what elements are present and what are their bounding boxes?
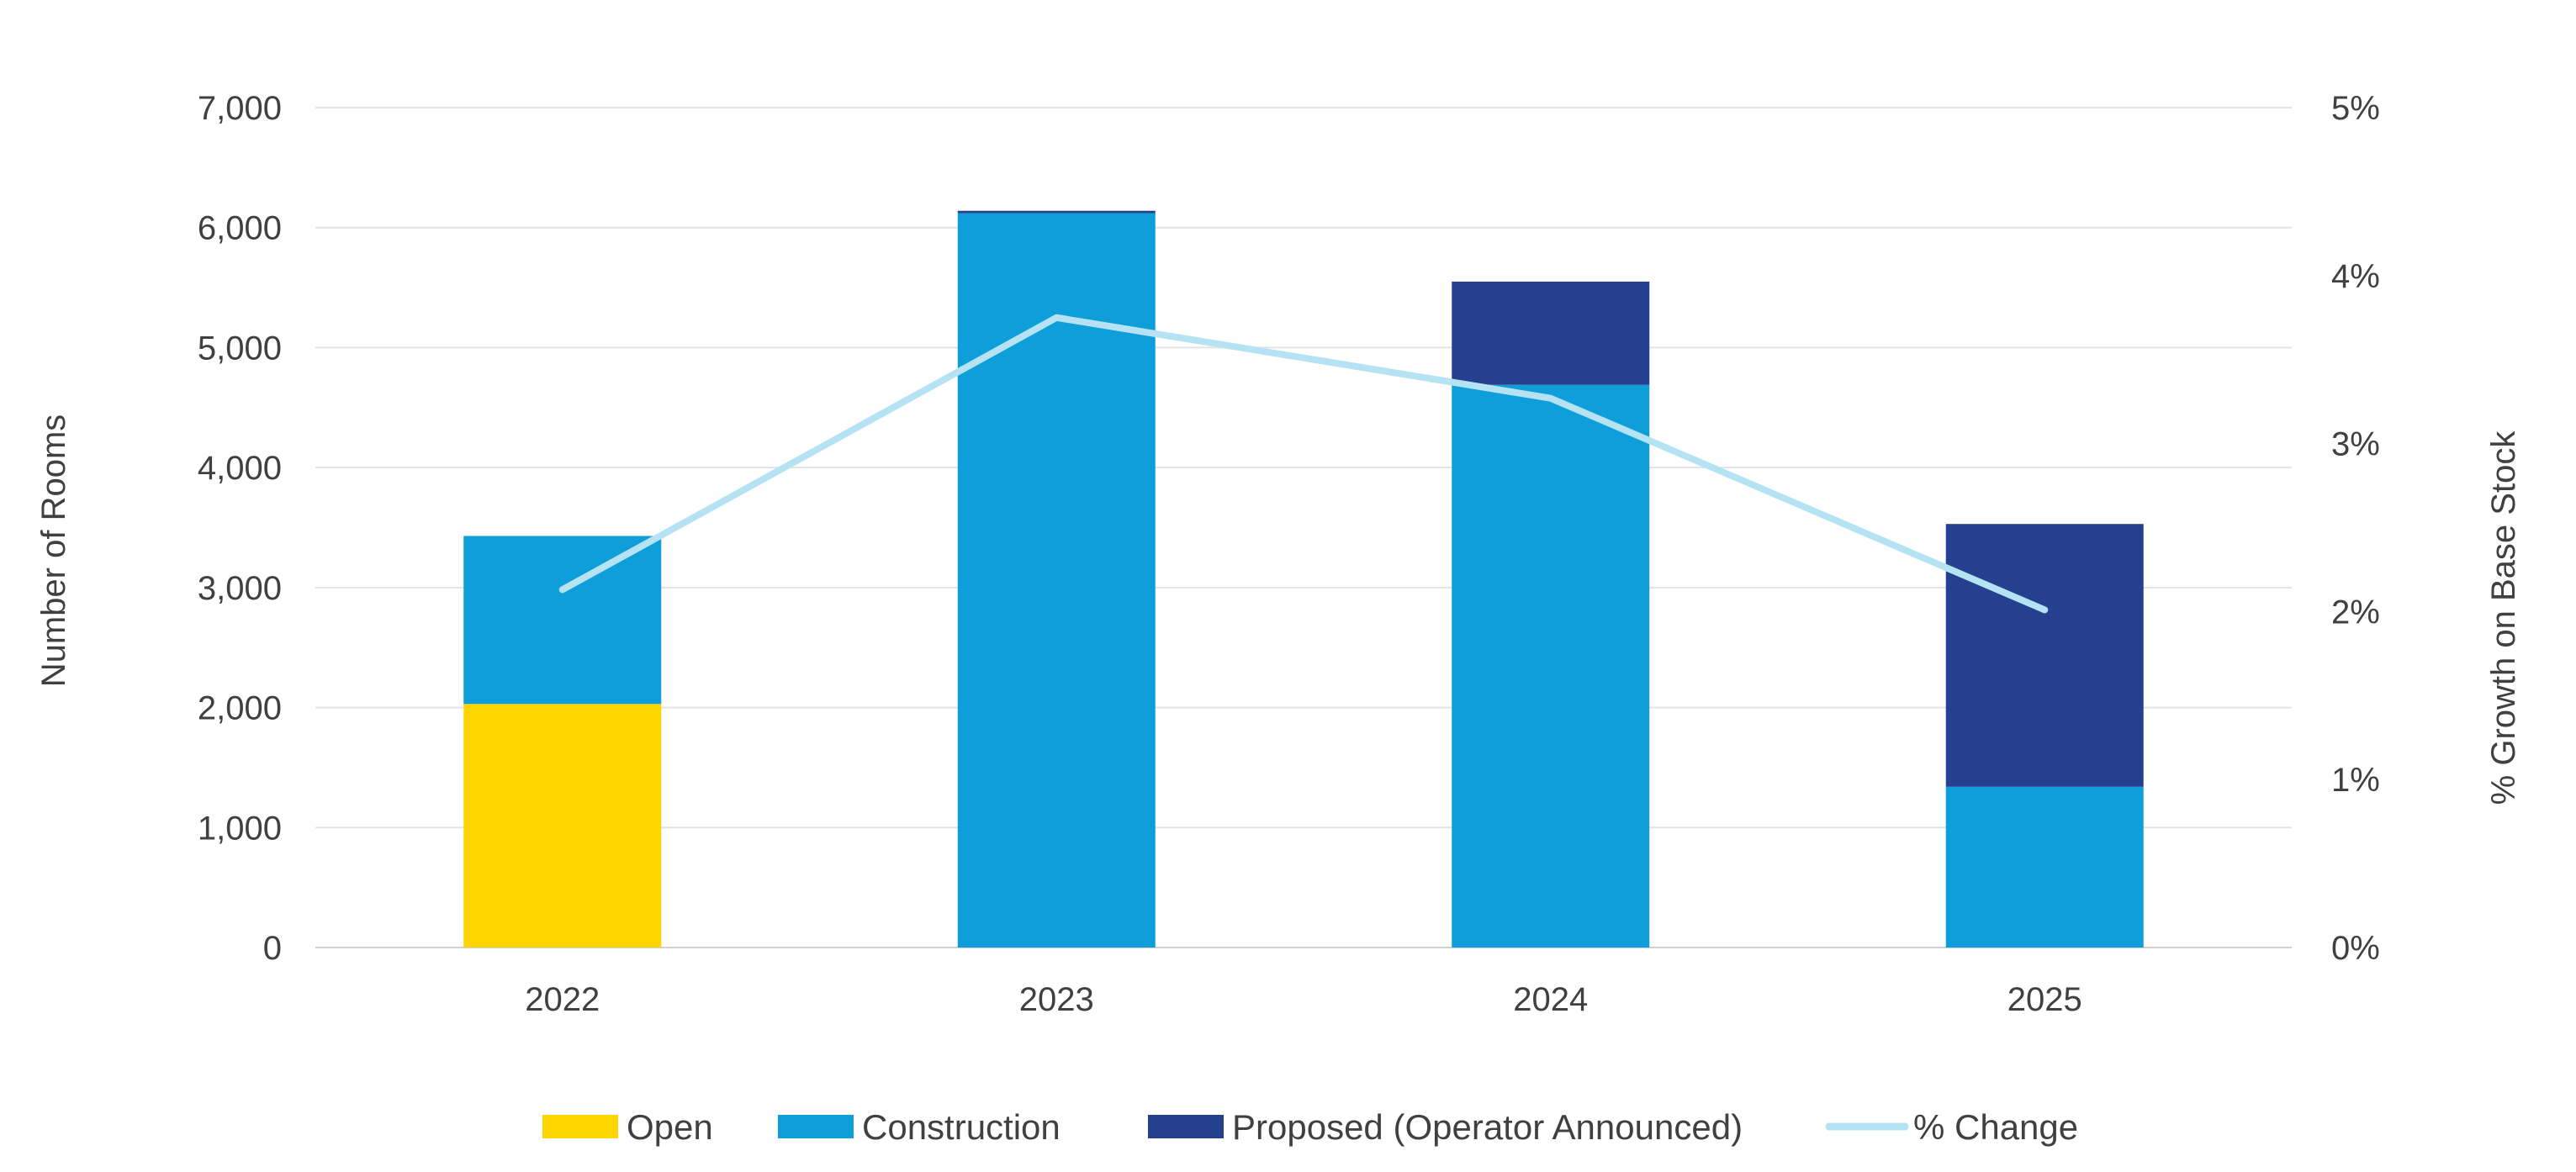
legend-swatch-construction (778, 1115, 854, 1138)
y2-tick-label: 4% (2331, 258, 2380, 295)
y2-tick-label: 5% (2331, 90, 2380, 127)
y2-tick-label: 3% (2331, 426, 2380, 463)
y-tick-label: 4,000 (198, 450, 282, 487)
y2-tick-label: 0% (2331, 930, 2380, 967)
x-tick-label: 2023 (1019, 981, 1094, 1018)
y-tick-label: 1,000 (198, 810, 282, 847)
legend-label-open: Open (627, 1107, 713, 1147)
y-tick-label: 0 (263, 930, 282, 967)
y-tick-label: 5,000 (198, 330, 282, 367)
y-axis-title: Number of Rooms (35, 414, 72, 688)
bar-proposed-operator-announced-2025 (1945, 524, 2144, 787)
bar-construction-2025 (1945, 786, 2144, 948)
x-tick-label: 2024 (1513, 981, 1588, 1018)
line-series (558, 314, 2049, 614)
y-tick-label: 3,000 (198, 570, 282, 607)
bar-proposed-operator-announced-2023 (957, 210, 1156, 214)
bar-construction-2024 (1452, 384, 1650, 948)
x-axis-ticks: 2022 2023 2024 2025 (525, 981, 2081, 1018)
left-axis-ticks: 0 1,000 2,000 3,000 4,000 5,000 6,000 7,000 (198, 90, 282, 967)
y-tick-label: 7,000 (198, 90, 282, 127)
line-point (1055, 316, 1058, 319)
bar-open-2022 (463, 704, 662, 948)
legend: Open Construction Proposed (Operator Annou… (542, 1107, 2078, 1147)
x-tick-label: 2025 (2007, 981, 2082, 1018)
legend-swatch-open (542, 1115, 618, 1138)
y2-tick-label: 2% (2331, 594, 2380, 631)
line-point (561, 589, 563, 591)
y2-axis-title: % Growth on Base Stock (2485, 430, 2522, 805)
bars (463, 210, 2144, 948)
bar-construction-2023 (957, 213, 1156, 948)
y-tick-label: 6,000 (198, 210, 282, 247)
line-point (2044, 609, 2046, 611)
bar-proposed-operator-announced-2024 (1452, 281, 1650, 385)
x-tick-label: 2022 (525, 981, 600, 1018)
legend-label-construction: Construction (862, 1107, 1061, 1147)
y2-tick-label: 1% (2331, 762, 2380, 799)
line-point (1549, 397, 1552, 399)
right-axis-ticks: 0% 1% 2% 3% 4% 5% (2331, 90, 2380, 967)
legend-label-proposed-operator-announced: Proposed (Operator Announced) (1232, 1107, 1743, 1147)
legend-swatch-proposed-operator-announced (1148, 1115, 1224, 1138)
line-pct-change (558, 314, 2049, 614)
y-tick-label: 2,000 (198, 690, 282, 727)
bar-construction-2022 (463, 536, 662, 705)
legend-label-change: % Change (1913, 1107, 2078, 1147)
